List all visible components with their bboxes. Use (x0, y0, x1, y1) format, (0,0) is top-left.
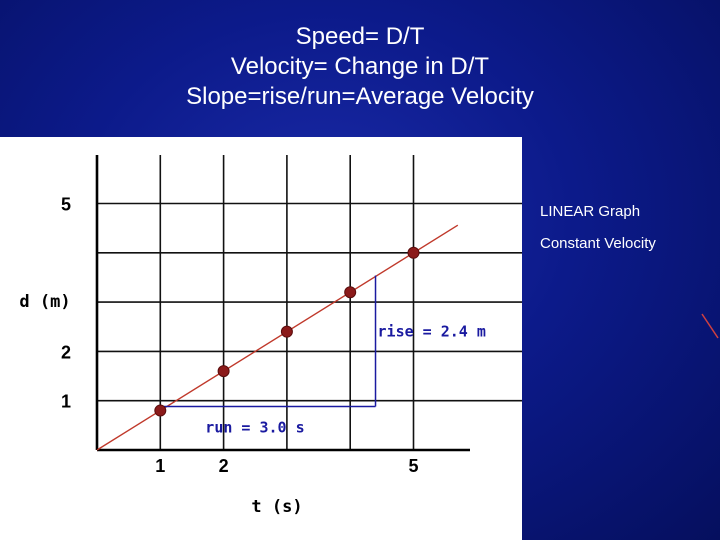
chart-panel: run = 3.0 s rise = 2.4 m 1 2 5 1 2 5 t (s) d (m) (0, 137, 522, 540)
title-line-slope: Slope=rise/run=Average Velocity (186, 83, 534, 110)
data-point (280, 325, 293, 338)
rise-label: rise = 2.4 m (378, 323, 486, 341)
x-tick-label: 1 (155, 456, 165, 476)
data-point (154, 404, 167, 417)
x-tick-label: 5 (408, 456, 418, 476)
title-line-velocity: Velocity= Change in D/T (230, 53, 490, 80)
note-linear-graph: LINEAR Graph (540, 203, 641, 220)
x-axis-label: t (s) (251, 497, 302, 517)
title-line-speed: Speed= D/T (295, 23, 425, 50)
y-tick-label: 2 (61, 342, 71, 362)
run-label: run = 3.0 s (205, 419, 304, 437)
note-constant-velocity: Constant Velocity (540, 235, 656, 252)
distance-time-chart: run = 3.0 s rise = 2.4 m 1 2 5 1 2 5 t (s) d (m) (19, 155, 522, 517)
data-point (344, 286, 357, 299)
y-tick-label: 5 (61, 195, 71, 215)
data-point (407, 246, 420, 259)
y-tick-label: 1 (61, 392, 71, 412)
data-point (217, 365, 230, 378)
slide-title: Speed= D/T Velocity= Change in D/T Slope… (0, 22, 720, 112)
decorative-stroke (701, 313, 719, 339)
x-tick-label: 2 (219, 456, 229, 476)
side-notes: LINEAR Graph Constant Velocity (540, 203, 656, 267)
y-axis-label: d (m) (19, 292, 70, 312)
